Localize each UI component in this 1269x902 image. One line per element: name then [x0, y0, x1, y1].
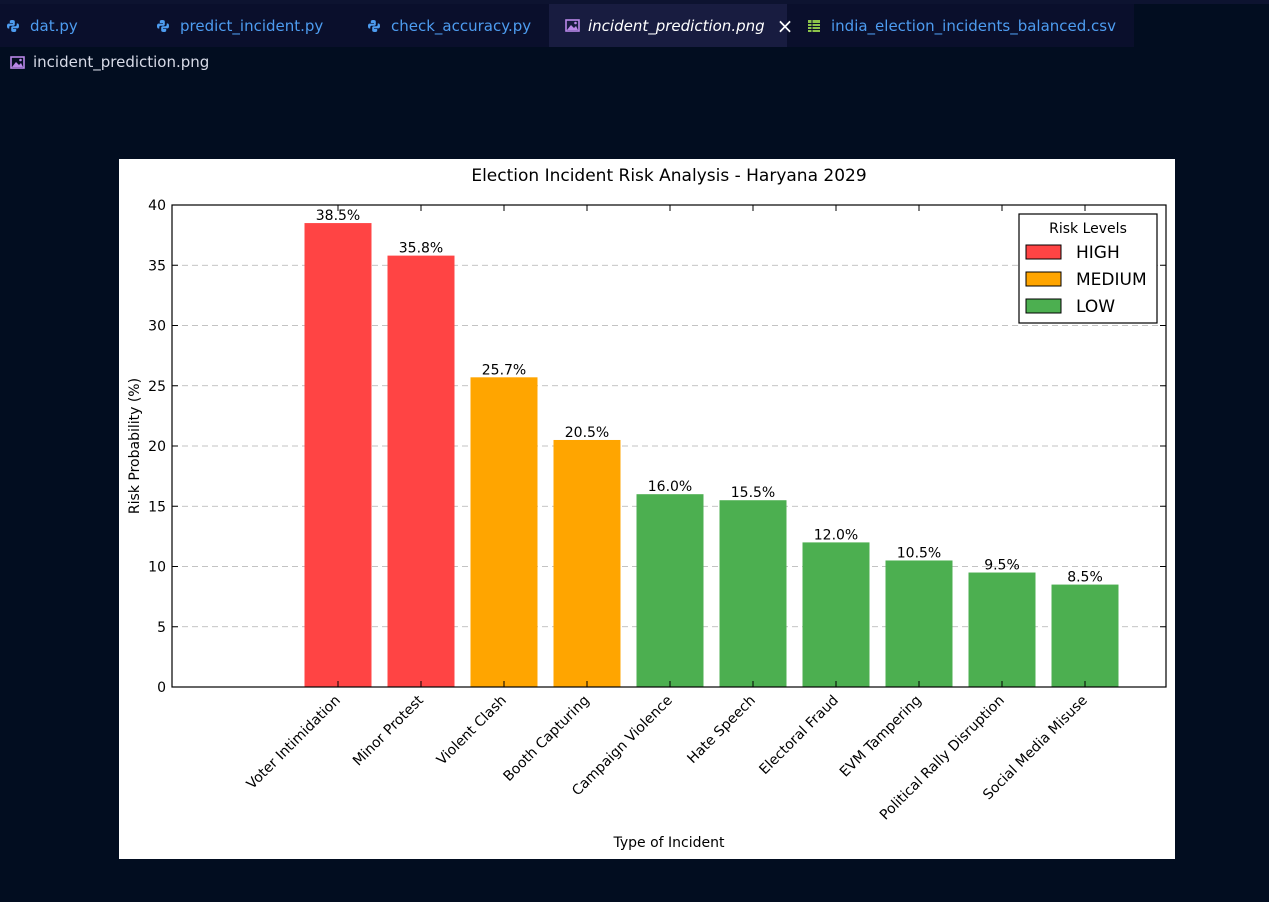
bar-value-label: 15.5% — [731, 485, 775, 501]
bar-value-label: 20.5% — [565, 425, 609, 441]
legend-swatch — [1025, 244, 1062, 260]
legend: Risk Levels HIGH MEDIUM LOW — [1018, 213, 1158, 324]
y-tick-label: 5 — [157, 620, 166, 636]
bar-value-label: 12.0% — [814, 527, 858, 543]
x-tick-label: EVM Tampering — [837, 693, 925, 781]
legend-title: Risk Levels — [1049, 221, 1127, 237]
x-tick-label: Electoral Fraud — [756, 693, 841, 778]
y-axis-ticks: 0 5 10 15 20 25 30 35 40 — [148, 198, 1166, 696]
tab-label: incident_prediction.png — [588, 16, 765, 35]
y-tick-label: 10 — [148, 560, 166, 576]
image-icon — [10, 55, 25, 69]
tab-label: predict_incident.py — [180, 16, 324, 35]
bar-value-label: 38.5% — [316, 208, 360, 224]
bar — [470, 377, 538, 687]
tab-india-election-incidents-csv[interactable]: india_election_incidents_balanced.csv — [787, 4, 1130, 47]
tab-predict-incident-py[interactable]: predict_incident.py — [150, 4, 361, 47]
csv-file-icon — [805, 19, 823, 33]
bar-value-label: 16.0% — [648, 479, 692, 495]
bar-value-labels: 38.5% 35.8% 25.7% 20.5% 16.0% 15.5% 12.0% 10.5%… — [316, 208, 1103, 586]
legend-label: HIGH — [1076, 243, 1120, 263]
tab-label: dat.py — [30, 16, 78, 35]
legend-swatch — [1025, 298, 1062, 314]
chart-title: Election Incident Risk Analysis - Haryan… — [471, 166, 866, 186]
editor-tab-bar: dat.py predict_incident.py check_accurac… — [0, 4, 1134, 47]
bar — [885, 560, 953, 687]
bar-value-label: 8.5% — [1067, 570, 1103, 586]
y-tick-label: 25 — [148, 379, 166, 395]
bar — [636, 494, 704, 687]
bar — [387, 255, 455, 688]
y-tick-label: 20 — [148, 439, 166, 455]
y-tick-label: 40 — [148, 198, 166, 214]
x-tick-label: Violent Clash — [434, 693, 510, 769]
legend-label: LOW — [1076, 297, 1115, 317]
bar-value-label: 9.5% — [984, 558, 1020, 574]
x-tick-label: Minor Protest — [350, 692, 427, 769]
bar — [1051, 584, 1119, 687]
tab-label: check_accuracy.py — [391, 16, 532, 35]
python-file-icon — [154, 19, 172, 33]
bar-value-label: 25.7% — [482, 362, 526, 378]
x-tick-label: Voter Intimidation — [244, 693, 344, 793]
bar — [304, 223, 372, 687]
bar — [802, 542, 870, 687]
tab-incident-prediction-png[interactable]: incident_prediction.png × — [549, 4, 793, 47]
close-tab-icon[interactable]: × — [776, 13, 794, 38]
image-preview: Election Incident Risk Analysis - Haryan… — [119, 159, 1175, 859]
breadcrumb: incident_prediction.png — [10, 52, 209, 72]
legend-label: MEDIUM — [1076, 270, 1147, 290]
bar — [553, 439, 621, 687]
legend-swatch — [1025, 271, 1062, 287]
bar-value-label: 10.5% — [897, 545, 941, 561]
y-tick-label: 15 — [148, 499, 166, 515]
image-file-icon — [565, 19, 580, 32]
breadcrumb-label[interactable]: incident_prediction.png — [33, 53, 210, 71]
x-axis-label: Type of Incident — [612, 835, 725, 851]
tab-dat-py[interactable]: dat.py — [0, 4, 150, 47]
bar — [968, 572, 1036, 687]
bar — [719, 500, 787, 687]
y-axis-label: Risk Probability (%) — [127, 378, 143, 514]
bars — [304, 223, 1119, 688]
bar-value-label: 35.8% — [399, 241, 443, 257]
python-file-icon — [4, 19, 22, 33]
window-top-border — [0, 0, 1269, 4]
x-tick-label: Booth Capturing — [501, 693, 593, 785]
y-tick-label: 30 — [148, 319, 166, 335]
bar-chart: Election Incident Risk Analysis - Haryan… — [127, 166, 1167, 851]
python-file-icon — [365, 19, 383, 33]
tab-check-accuracy-py[interactable]: check_accuracy.py — [361, 4, 549, 47]
tab-label: india_election_incidents_balanced.csv — [831, 16, 1116, 35]
x-tick-label: Hate Speech — [684, 693, 758, 767]
y-tick-label: 0 — [157, 680, 166, 696]
y-tick-label: 35 — [148, 258, 166, 274]
